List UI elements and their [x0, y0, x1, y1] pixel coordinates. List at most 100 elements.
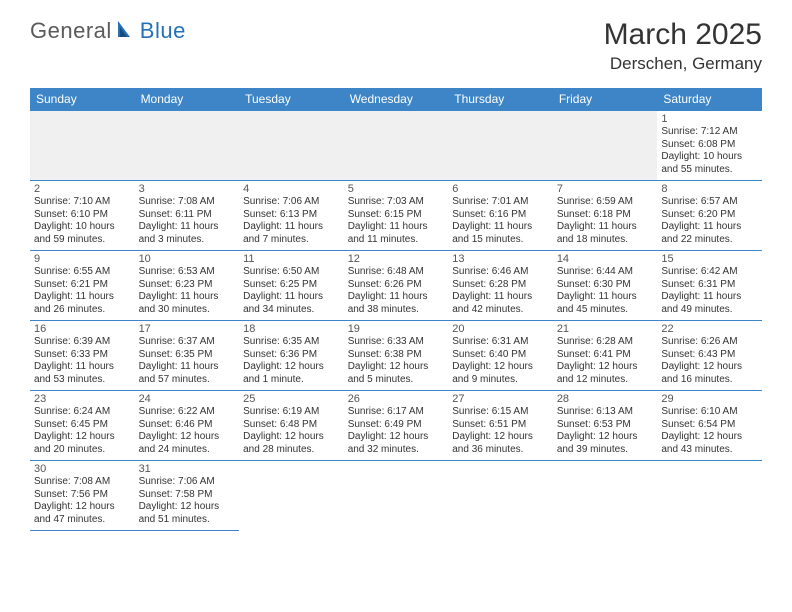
- day-info: Sunrise: 6:46 AMSunset: 6:28 PMDaylight:…: [452, 266, 549, 316]
- day-number: 8: [661, 183, 758, 195]
- day-number: 22: [661, 323, 758, 335]
- day-info: Sunrise: 6:31 AMSunset: 6:40 PMDaylight:…: [452, 336, 549, 386]
- sunset-text: Sunset: 6:49 PM: [348, 419, 445, 432]
- sunset-text: Sunset: 6:51 PM: [452, 419, 549, 432]
- day-number: 10: [139, 253, 236, 265]
- sunrise-text: Sunrise: 6:37 AM: [139, 336, 236, 349]
- day-info: Sunrise: 7:10 AMSunset: 6:10 PMDaylight:…: [34, 196, 131, 246]
- day-number: 7: [557, 183, 654, 195]
- sunset-text: Sunset: 6:15 PM: [348, 209, 445, 222]
- daylight-text: Daylight: 12 hours and 9 minutes.: [452, 361, 549, 386]
- day-info: Sunrise: 6:44 AMSunset: 6:30 PMDaylight:…: [557, 266, 654, 316]
- calendar-cell: 9Sunrise: 6:55 AMSunset: 6:21 PMDaylight…: [30, 251, 135, 321]
- logo-text-general: General: [30, 18, 112, 44]
- daylight-text: Daylight: 11 hours and 45 minutes.: [557, 291, 654, 316]
- sunset-text: Sunset: 6:48 PM: [243, 419, 340, 432]
- day-number: 12: [348, 253, 445, 265]
- sunset-text: Sunset: 6:53 PM: [557, 419, 654, 432]
- day-header-row: Sunday Monday Tuesday Wednesday Thursday…: [30, 88, 762, 111]
- calendar-table: Sunday Monday Tuesday Wednesday Thursday…: [30, 88, 762, 531]
- sunset-text: Sunset: 6:23 PM: [139, 279, 236, 292]
- calendar-row: 9Sunrise: 6:55 AMSunset: 6:21 PMDaylight…: [30, 251, 762, 321]
- sunrise-text: Sunrise: 6:46 AM: [452, 266, 549, 279]
- day-info: Sunrise: 6:35 AMSunset: 6:36 PMDaylight:…: [243, 336, 340, 386]
- daylight-text: Daylight: 12 hours and 32 minutes.: [348, 431, 445, 456]
- col-saturday: Saturday: [657, 88, 762, 111]
- sunrise-text: Sunrise: 7:01 AM: [452, 196, 549, 209]
- calendar-cell: 12Sunrise: 6:48 AMSunset: 6:26 PMDayligh…: [344, 251, 449, 321]
- sunset-text: Sunset: 6:08 PM: [661, 139, 758, 152]
- sunset-text: Sunset: 6:33 PM: [34, 349, 131, 362]
- day-number: 29: [661, 393, 758, 405]
- calendar-cell: 11Sunrise: 6:50 AMSunset: 6:25 PMDayligh…: [239, 251, 344, 321]
- daylight-text: Daylight: 11 hours and 22 minutes.: [661, 221, 758, 246]
- daylight-text: Daylight: 11 hours and 3 minutes.: [139, 221, 236, 246]
- calendar-cell: [553, 461, 658, 531]
- day-number: 25: [243, 393, 340, 405]
- calendar-row: 23Sunrise: 6:24 AMSunset: 6:45 PMDayligh…: [30, 391, 762, 461]
- daylight-text: Daylight: 12 hours and 36 minutes.: [452, 431, 549, 456]
- day-info: Sunrise: 6:19 AMSunset: 6:48 PMDaylight:…: [243, 406, 340, 456]
- calendar-cell: 10Sunrise: 6:53 AMSunset: 6:23 PMDayligh…: [135, 251, 240, 321]
- calendar-cell: 26Sunrise: 6:17 AMSunset: 6:49 PMDayligh…: [344, 391, 449, 461]
- sunset-text: Sunset: 6:11 PM: [139, 209, 236, 222]
- sunset-text: Sunset: 6:21 PM: [34, 279, 131, 292]
- calendar-cell: [239, 111, 344, 181]
- calendar-cell: 18Sunrise: 6:35 AMSunset: 6:36 PMDayligh…: [239, 321, 344, 391]
- sunrise-text: Sunrise: 6:59 AM: [557, 196, 654, 209]
- calendar-cell: 22Sunrise: 6:26 AMSunset: 6:43 PMDayligh…: [657, 321, 762, 391]
- sunrise-text: Sunrise: 6:39 AM: [34, 336, 131, 349]
- day-info: Sunrise: 7:08 AMSunset: 7:56 PMDaylight:…: [34, 476, 131, 526]
- page-title: March 2025: [604, 18, 762, 52]
- sunrise-text: Sunrise: 6:26 AM: [661, 336, 758, 349]
- day-info: Sunrise: 7:12 AMSunset: 6:08 PMDaylight:…: [661, 126, 758, 176]
- day-info: Sunrise: 7:06 AMSunset: 7:58 PMDaylight:…: [139, 476, 236, 526]
- header: General Blue March 2025 Derschen, German…: [0, 0, 792, 80]
- sunset-text: Sunset: 6:10 PM: [34, 209, 131, 222]
- logo: General Blue: [30, 18, 186, 44]
- day-info: Sunrise: 7:06 AMSunset: 6:13 PMDaylight:…: [243, 196, 340, 246]
- calendar-cell: 30Sunrise: 7:08 AMSunset: 7:56 PMDayligh…: [30, 461, 135, 531]
- daylight-text: Daylight: 12 hours and 24 minutes.: [139, 431, 236, 456]
- day-info: Sunrise: 6:50 AMSunset: 6:25 PMDaylight:…: [243, 266, 340, 316]
- day-number: 26: [348, 393, 445, 405]
- calendar-cell: 1Sunrise: 7:12 AMSunset: 6:08 PMDaylight…: [657, 111, 762, 181]
- day-info: Sunrise: 6:59 AMSunset: 6:18 PMDaylight:…: [557, 196, 654, 246]
- sunset-text: Sunset: 6:54 PM: [661, 419, 758, 432]
- calendar-row: 2Sunrise: 7:10 AMSunset: 6:10 PMDaylight…: [30, 181, 762, 251]
- daylight-text: Daylight: 12 hours and 39 minutes.: [557, 431, 654, 456]
- sunrise-text: Sunrise: 6:17 AM: [348, 406, 445, 419]
- calendar-cell: 16Sunrise: 6:39 AMSunset: 6:33 PMDayligh…: [30, 321, 135, 391]
- daylight-text: Daylight: 12 hours and 16 minutes.: [661, 361, 758, 386]
- sunset-text: Sunset: 6:45 PM: [34, 419, 131, 432]
- day-number: 31: [139, 463, 236, 475]
- calendar-cell: 29Sunrise: 6:10 AMSunset: 6:54 PMDayligh…: [657, 391, 762, 461]
- day-number: 14: [557, 253, 654, 265]
- day-info: Sunrise: 7:01 AMSunset: 6:16 PMDaylight:…: [452, 196, 549, 246]
- calendar-cell: 2Sunrise: 7:10 AMSunset: 6:10 PMDaylight…: [30, 181, 135, 251]
- day-info: Sunrise: 6:33 AMSunset: 6:38 PMDaylight:…: [348, 336, 445, 386]
- calendar-cell: [657, 461, 762, 531]
- day-number: 19: [348, 323, 445, 335]
- daylight-text: Daylight: 11 hours and 53 minutes.: [34, 361, 131, 386]
- calendar-cell: [448, 461, 553, 531]
- day-info: Sunrise: 6:55 AMSunset: 6:21 PMDaylight:…: [34, 266, 131, 316]
- daylight-text: Daylight: 12 hours and 20 minutes.: [34, 431, 131, 456]
- calendar-cell: [30, 111, 135, 181]
- sunrise-text: Sunrise: 6:44 AM: [557, 266, 654, 279]
- sunset-text: Sunset: 7:56 PM: [34, 489, 131, 502]
- calendar-cell: 3Sunrise: 7:08 AMSunset: 6:11 PMDaylight…: [135, 181, 240, 251]
- col-thursday: Thursday: [448, 88, 553, 111]
- daylight-text: Daylight: 11 hours and 18 minutes.: [557, 221, 654, 246]
- day-info: Sunrise: 6:37 AMSunset: 6:35 PMDaylight:…: [139, 336, 236, 386]
- sunset-text: Sunset: 6:40 PM: [452, 349, 549, 362]
- col-friday: Friday: [553, 88, 658, 111]
- sunset-text: Sunset: 6:31 PM: [661, 279, 758, 292]
- sunrise-text: Sunrise: 6:42 AM: [661, 266, 758, 279]
- title-block: March 2025 Derschen, Germany: [604, 18, 762, 74]
- sunset-text: Sunset: 6:36 PM: [243, 349, 340, 362]
- calendar-row: 16Sunrise: 6:39 AMSunset: 6:33 PMDayligh…: [30, 321, 762, 391]
- sunset-text: Sunset: 6:30 PM: [557, 279, 654, 292]
- sunset-text: Sunset: 6:13 PM: [243, 209, 340, 222]
- sunrise-text: Sunrise: 6:22 AM: [139, 406, 236, 419]
